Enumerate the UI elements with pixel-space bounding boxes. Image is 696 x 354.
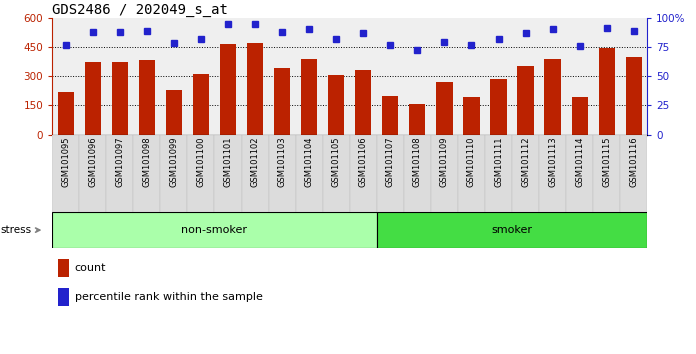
- Bar: [160, 135, 187, 212]
- Bar: [436, 82, 452, 135]
- Bar: [491, 79, 507, 135]
- Text: smoker: smoker: [491, 225, 532, 235]
- Bar: [377, 212, 647, 248]
- Text: GSM101110: GSM101110: [467, 137, 476, 187]
- Bar: [134, 135, 160, 212]
- Bar: [52, 212, 377, 248]
- Bar: [566, 135, 593, 212]
- Text: GSM101100: GSM101100: [196, 137, 205, 187]
- Text: count: count: [74, 263, 106, 273]
- Text: GDS2486 / 202049_s_at: GDS2486 / 202049_s_at: [52, 3, 228, 17]
- Text: percentile rank within the sample: percentile rank within the sample: [74, 292, 262, 302]
- Bar: [382, 96, 398, 135]
- Bar: [111, 62, 128, 135]
- Bar: [544, 58, 561, 135]
- Bar: [269, 135, 296, 212]
- Bar: [593, 135, 620, 212]
- Bar: [377, 135, 404, 212]
- Bar: [620, 135, 647, 212]
- Bar: [328, 75, 345, 135]
- Text: GSM101102: GSM101102: [251, 137, 260, 187]
- Bar: [512, 135, 539, 212]
- Bar: [85, 62, 101, 135]
- Bar: [323, 135, 349, 212]
- Bar: [58, 92, 74, 135]
- Bar: [599, 48, 615, 135]
- Bar: [296, 135, 323, 212]
- Bar: [485, 135, 512, 212]
- Text: GSM101115: GSM101115: [602, 137, 611, 187]
- Bar: [458, 135, 485, 212]
- Text: GSM101116: GSM101116: [629, 137, 638, 188]
- Text: GSM101114: GSM101114: [575, 137, 584, 187]
- Text: GSM101105: GSM101105: [332, 137, 341, 187]
- Bar: [58, 259, 69, 277]
- Bar: [220, 44, 236, 135]
- Bar: [139, 59, 155, 135]
- Text: GSM101095: GSM101095: [61, 137, 70, 187]
- Text: GSM101107: GSM101107: [386, 137, 395, 188]
- Bar: [247, 43, 263, 135]
- Bar: [355, 70, 372, 135]
- Bar: [431, 135, 458, 212]
- Bar: [58, 288, 69, 306]
- Bar: [404, 135, 431, 212]
- Bar: [52, 135, 79, 212]
- Text: non-smoker: non-smoker: [182, 225, 248, 235]
- Text: GSM101096: GSM101096: [88, 137, 97, 188]
- Text: GSM101111: GSM101111: [494, 137, 503, 187]
- Bar: [166, 90, 182, 135]
- Text: GSM101106: GSM101106: [358, 137, 367, 188]
- Text: GSM101113: GSM101113: [548, 137, 557, 188]
- Text: GSM101101: GSM101101: [223, 137, 232, 187]
- Bar: [409, 104, 425, 135]
- Bar: [464, 97, 480, 135]
- Text: GSM101112: GSM101112: [521, 137, 530, 187]
- Text: GSM101099: GSM101099: [169, 137, 178, 187]
- Text: GSM101109: GSM101109: [440, 137, 449, 187]
- Bar: [187, 135, 214, 212]
- Bar: [517, 67, 534, 135]
- Bar: [301, 58, 317, 135]
- Bar: [350, 135, 377, 212]
- Bar: [214, 135, 242, 212]
- Bar: [571, 97, 587, 135]
- Bar: [626, 57, 642, 135]
- Bar: [242, 135, 269, 212]
- Text: stress: stress: [0, 225, 40, 235]
- Bar: [79, 135, 106, 212]
- Text: GSM101103: GSM101103: [278, 137, 287, 188]
- Text: GSM101108: GSM101108: [413, 137, 422, 188]
- Text: GSM101104: GSM101104: [305, 137, 314, 187]
- Bar: [539, 135, 566, 212]
- Bar: [274, 68, 290, 135]
- Text: GSM101098: GSM101098: [143, 137, 151, 188]
- Bar: [106, 135, 134, 212]
- Text: GSM101097: GSM101097: [116, 137, 125, 188]
- Bar: [193, 74, 209, 135]
